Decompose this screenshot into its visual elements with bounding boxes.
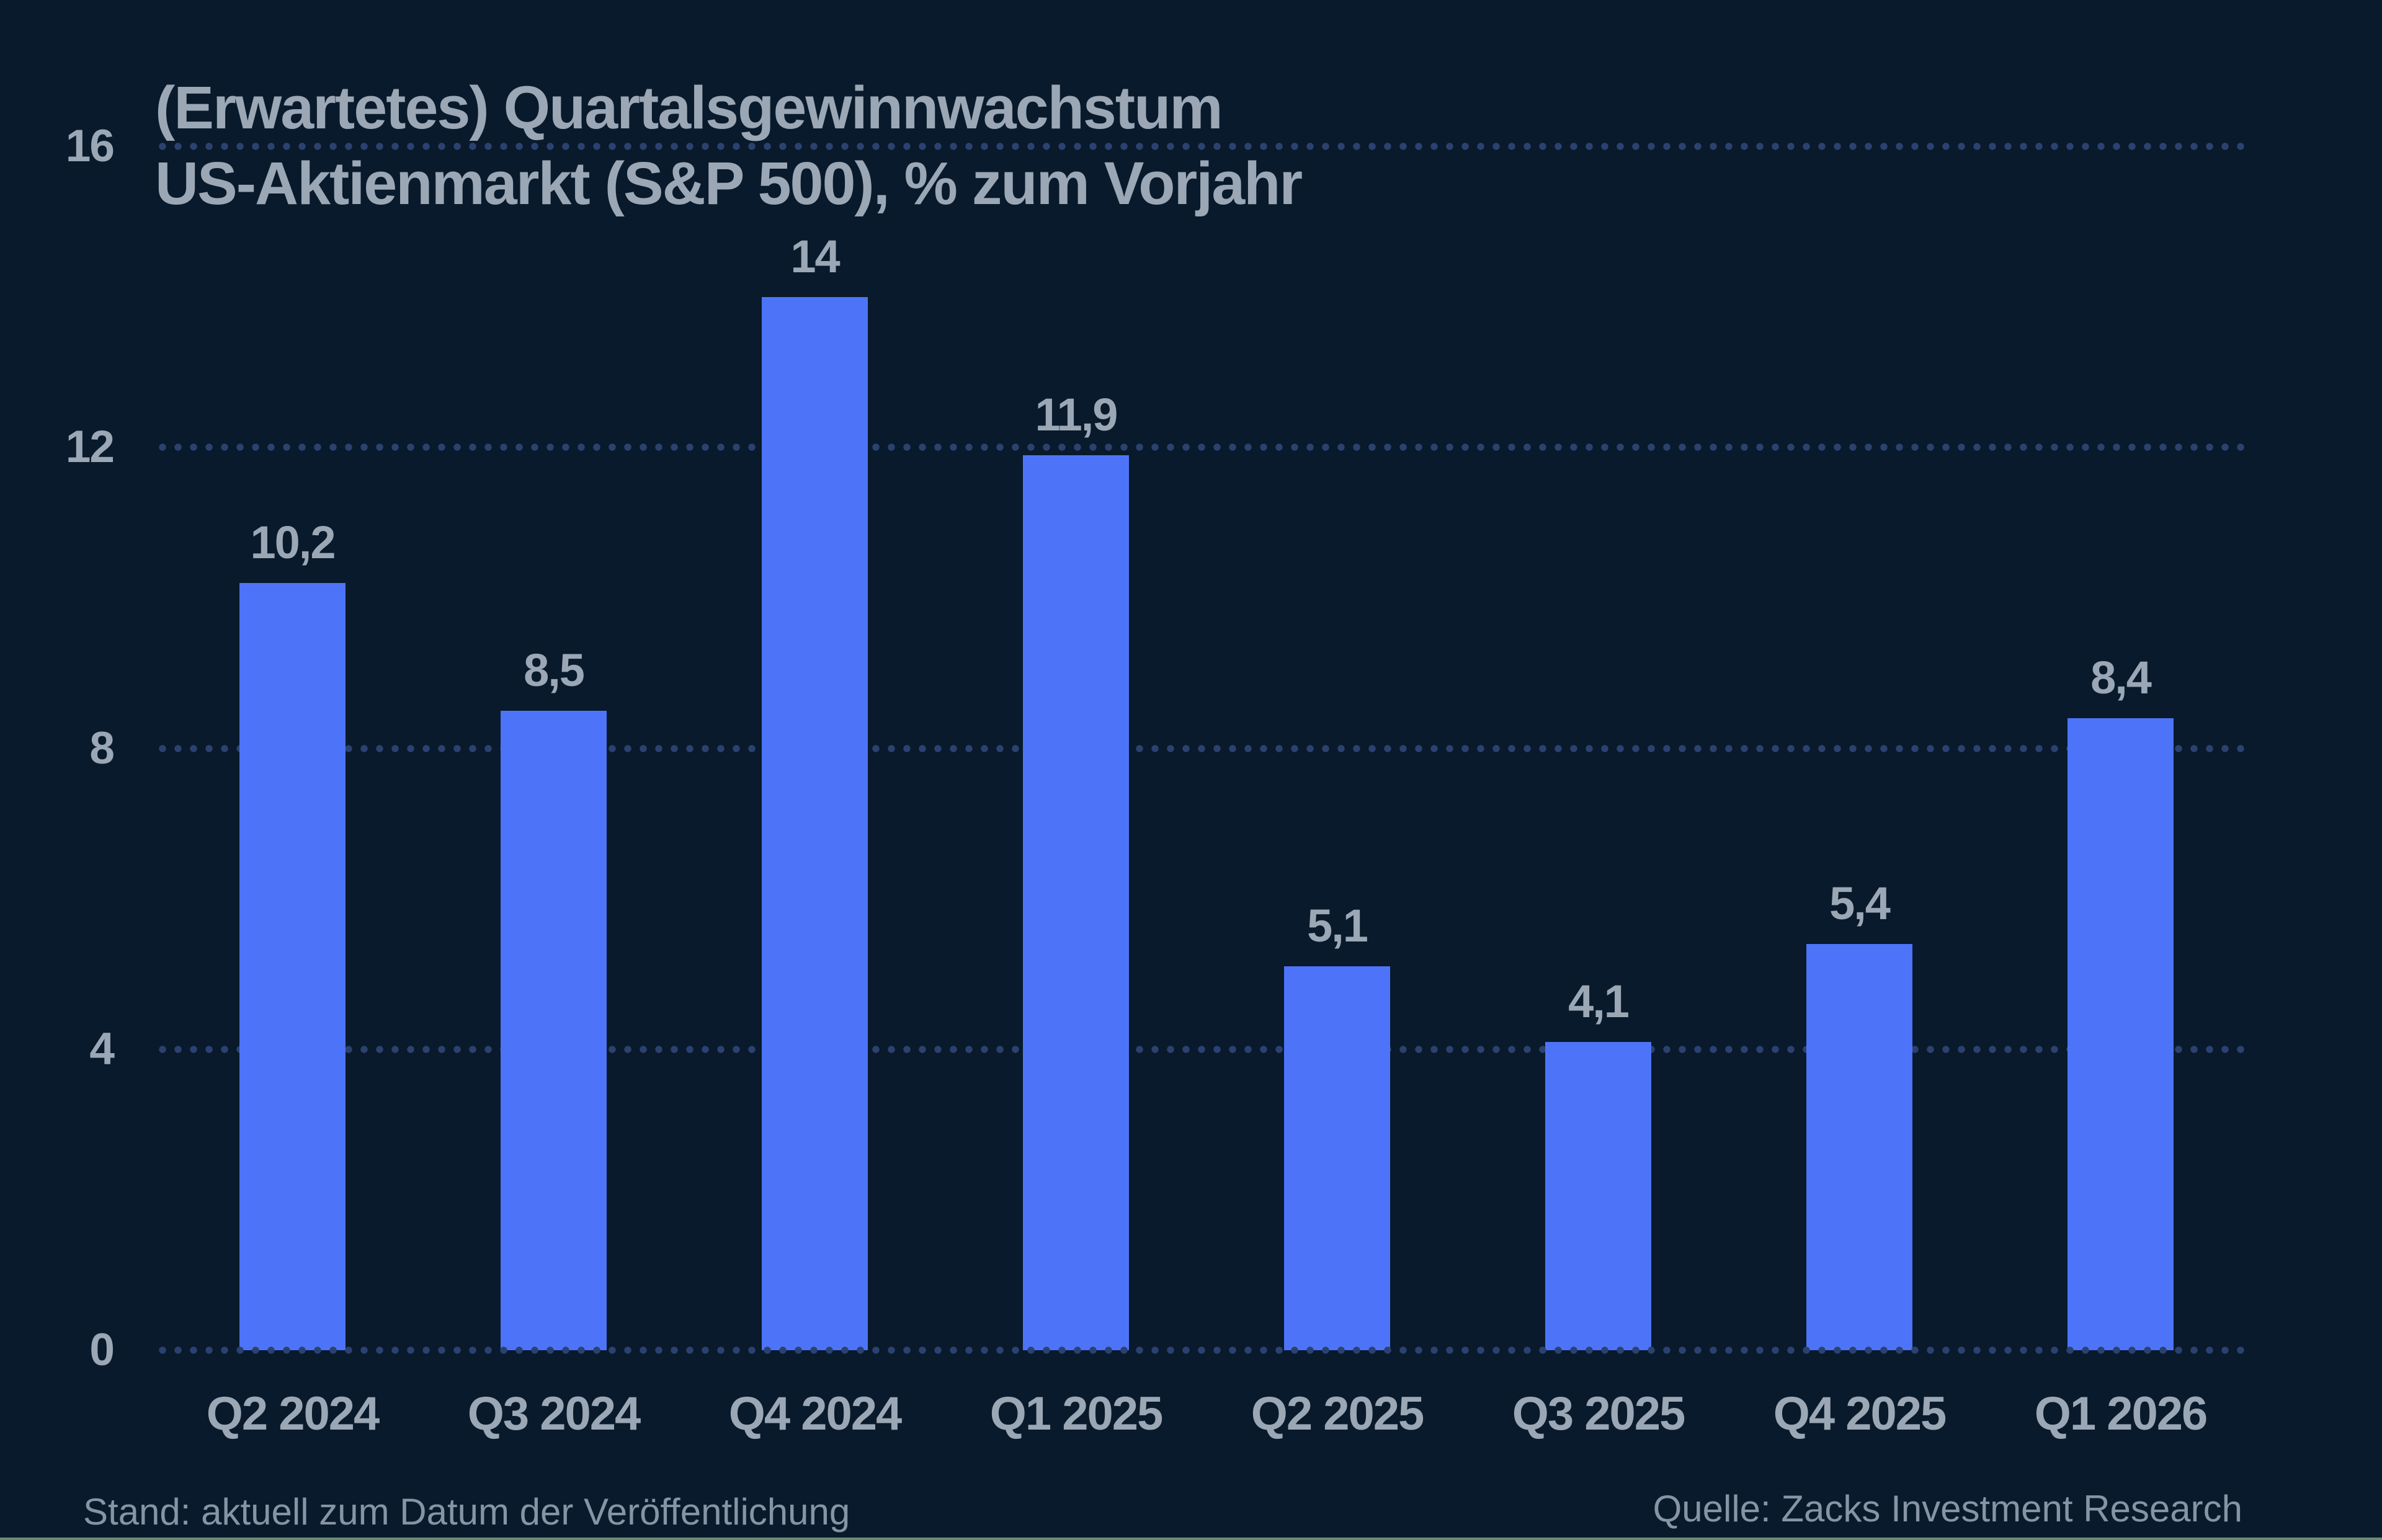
x-axis-label-q1-2026: Q1 2026 xyxy=(2034,1387,2208,1440)
x-axis-label-q4-2025: Q4 2025 xyxy=(1773,1387,1947,1440)
chart-title: (Erwartetes) Quartalsgewinnwachstum US-A… xyxy=(155,70,1303,221)
value-label-q2-2025: 5,1 xyxy=(1307,900,1368,952)
footer-note-status: Stand: aktuell zum Datum der Veröffentli… xyxy=(83,1491,850,1533)
y-tick-label-4: 4 xyxy=(89,1023,115,1074)
gridline-y-4 xyxy=(155,1045,2246,1053)
y-tick-label-0: 0 xyxy=(89,1325,115,1375)
bar-q4-2025 xyxy=(1806,943,1912,1350)
x-axis-label-q2-2024: Q2 2024 xyxy=(206,1387,380,1440)
value-label-q1-2025: 11,9 xyxy=(1035,388,1118,440)
y-tick-label-16: 16 xyxy=(65,121,115,172)
gridline-y-16 xyxy=(155,143,2246,151)
x-axis-label-q4-2024: Q4 2024 xyxy=(728,1387,903,1440)
value-label-q2-2024: 10,2 xyxy=(250,516,336,568)
x-axis-label-q1-2025: Q1 2025 xyxy=(989,1387,1164,1440)
value-label-q3-2024: 8,5 xyxy=(524,644,585,696)
y-tick-label-12: 12 xyxy=(65,422,115,473)
bar-q3-2025 xyxy=(1545,1041,1651,1350)
x-axis-label-q2-2025: Q2 2025 xyxy=(1251,1387,1425,1440)
x-axis-label-q3-2025: Q3 2025 xyxy=(1512,1387,1686,1440)
chart-title-line1: (Erwartetes) Quartalsgewinnwachstum xyxy=(155,74,1223,141)
y-tick-label-8: 8 xyxy=(89,723,115,773)
x-axis-label-q3-2024: Q3 2024 xyxy=(467,1387,641,1440)
gridline-y-8 xyxy=(155,744,2246,752)
value-label-q3-2025: 4,1 xyxy=(1568,975,1630,1027)
bar-q1-2025 xyxy=(1023,455,1129,1350)
gridline-y-0 xyxy=(155,1346,2246,1354)
bar-q1-2026 xyxy=(2068,718,2174,1350)
bar-q2-2025 xyxy=(1284,966,1390,1350)
gridline-y-12 xyxy=(155,443,2246,452)
bar-q4-2024 xyxy=(762,296,868,1350)
footer-note-source: Quelle: Zacks Investment Research xyxy=(1653,1488,2242,1529)
bar-q2-2024 xyxy=(239,582,346,1350)
value-label-q4-2024: 14 xyxy=(790,230,840,282)
value-label-q1-2026: 8,4 xyxy=(2090,652,2152,704)
bar-q3-2024 xyxy=(501,710,607,1350)
value-label-q4-2025: 5,4 xyxy=(1829,877,1891,929)
bottom-rule xyxy=(0,1538,2382,1540)
chart-title-line2: US-Aktienmarkt (S&P 500), % zum Vorjahr xyxy=(155,149,1303,217)
